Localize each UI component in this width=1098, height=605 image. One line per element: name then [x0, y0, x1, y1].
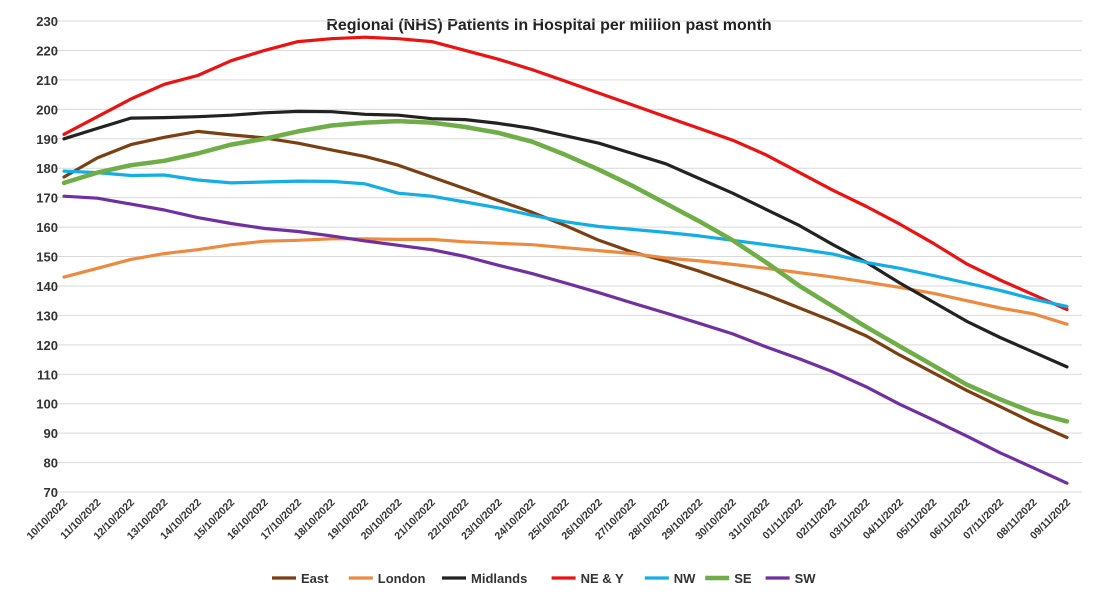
y-tick-label: 220 [36, 43, 58, 58]
gridlines [52, 20, 1082, 493]
y-tick-label: 170 [36, 191, 58, 206]
y-tick-label: 180 [36, 161, 58, 176]
y-tick-label: 200 [36, 102, 58, 117]
series-line-midlands [62, 109, 1069, 369]
y-tick-label: 160 [36, 220, 58, 235]
y-tick-label: 140 [36, 279, 58, 294]
y-tick-label: 100 [36, 397, 58, 412]
legend-item: NW [644, 571, 696, 586]
x-axis: 10/10/202211/10/202212/10/202213/10/2022… [24, 497, 1073, 543]
legend-item: SW [765, 571, 817, 586]
legend-item: SE [705, 571, 752, 586]
series-line-sw [62, 194, 1069, 485]
y-tick-label: 230 [36, 14, 58, 29]
y-tick-label: 70 [44, 485, 58, 500]
chart-title: Regional (NHS) Patients in Hospital per … [326, 17, 771, 34]
legend-label: NW [674, 571, 696, 586]
y-tick-label: 90 [44, 426, 58, 441]
series-line-nw [62, 169, 1069, 309]
y-axis: 70 80 90 100 110 120 130 140 150 160 170 180 190 200 2… [36, 14, 58, 500]
legend-label: London [378, 571, 426, 586]
legend-label: Midlands [471, 571, 527, 586]
legend-label: SW [795, 571, 817, 586]
series-line-ne-y [62, 35, 1069, 312]
legend-label: NE & Y [581, 571, 624, 586]
legend-item: London [348, 571, 426, 586]
y-tick-label: 110 [37, 367, 58, 382]
series-line-london [62, 237, 1069, 326]
legend: East London Midlands NE & Y NW SE SW [272, 571, 816, 586]
y-tick-label: 120 [36, 338, 58, 353]
y-tick-label: 210 [36, 73, 58, 88]
y-tick-label: 150 [36, 250, 58, 265]
y-tick-label: 80 [44, 456, 58, 471]
series-lines [61, 35, 1070, 485]
legend-item: East [272, 571, 329, 586]
series-line-east [62, 129, 1069, 440]
legend-item: NE & Y [551, 571, 624, 586]
y-tick-label: 130 [36, 308, 58, 323]
series-line-se [61, 118, 1070, 424]
legend-label: East [301, 571, 329, 586]
legend-item: Midlands [442, 571, 527, 586]
y-tick-label: 190 [36, 132, 58, 147]
legend-label: SE [734, 571, 752, 586]
